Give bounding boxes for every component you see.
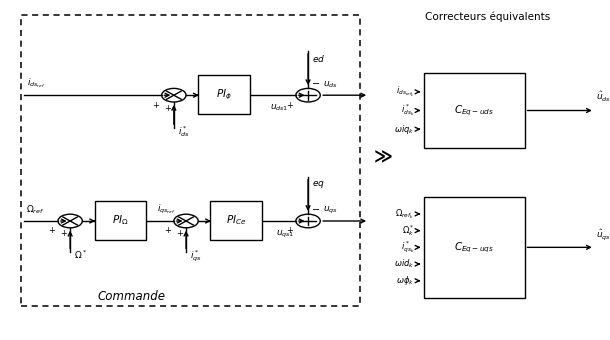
- Bar: [210, 201, 262, 240]
- Text: $\Omega_{ref_k}$: $\Omega_{ref_k}$: [395, 207, 414, 221]
- Text: $\Omega_{ref}$: $\Omega_{ref}$: [26, 203, 45, 216]
- Text: $i^*_{qs_k}$: $i^*_{qs_k}$: [401, 240, 414, 255]
- Text: $i^*_{ds}$: $i^*_{ds}$: [178, 124, 190, 139]
- Text: $\omega \phi_k$: $\omega \phi_k$: [396, 274, 414, 287]
- Text: $u_{qs1}$: $u_{qs1}$: [276, 228, 295, 240]
- Bar: [424, 197, 525, 298]
- Text: +: +: [152, 101, 159, 109]
- Text: $u_{ds1}$: $u_{ds1}$: [270, 103, 289, 113]
- Text: +: +: [286, 226, 293, 235]
- Text: $PI_{\Omega}$: $PI_{\Omega}$: [112, 213, 129, 227]
- Text: Commande: Commande: [97, 290, 165, 303]
- Text: $-$: $-$: [311, 77, 320, 87]
- Text: +: +: [176, 230, 183, 238]
- Bar: [95, 201, 146, 240]
- Text: $\hat{u}_{qs_k}$: $\hat{u}_{qs_k}$: [596, 227, 610, 242]
- Text: +: +: [286, 101, 293, 109]
- Text: $i_{ds_{ref_k}}$: $i_{ds_{ref_k}}$: [396, 85, 414, 99]
- Text: Correcteurs équivalents: Correcteurs équivalents: [425, 12, 551, 22]
- Text: $i_{qs_{ref}}$: $i_{qs_{ref}}$: [157, 203, 176, 216]
- Text: $u_{qs}$: $u_{qs}$: [323, 205, 338, 216]
- Text: $i_{ds_{ref}}$: $i_{ds_{ref}}$: [27, 76, 46, 90]
- Text: $\hat{u}_{ds_k}$: $\hat{u}_{ds_k}$: [596, 90, 610, 105]
- Text: $ed$: $ed$: [312, 53, 325, 64]
- Bar: [424, 73, 525, 148]
- Text: $\Omega^*$: $\Omega^*$: [74, 248, 88, 260]
- Text: $\Omega^*_k$: $\Omega^*_k$: [402, 223, 414, 238]
- Text: +: +: [48, 226, 55, 235]
- Text: $-$: $-$: [311, 203, 320, 212]
- Bar: [21, 15, 360, 306]
- Text: $C_{Eq-uqs}$: $C_{Eq-uqs}$: [454, 240, 494, 255]
- Text: +: +: [60, 230, 67, 238]
- Text: $PI_{Ce}$: $PI_{Ce}$: [226, 213, 246, 227]
- Text: +: +: [164, 226, 171, 235]
- Text: $eq$: $eq$: [312, 178, 325, 189]
- Text: $u_{ds}$: $u_{ds}$: [323, 80, 338, 90]
- Text: +: +: [164, 104, 171, 113]
- Text: $\boldsymbol{\gg}$: $\boldsymbol{\gg}$: [370, 149, 393, 167]
- Text: $\omega iq_k$: $\omega iq_k$: [394, 123, 414, 136]
- Text: $i^*_{ds_k}$: $i^*_{ds_k}$: [401, 103, 414, 118]
- Text: $\omega id_k$: $\omega id_k$: [394, 258, 414, 270]
- Text: $PI_{\phi}$: $PI_{\phi}$: [216, 87, 232, 102]
- Bar: [198, 75, 250, 114]
- Text: $i^*_{qs}$: $i^*_{qs}$: [190, 248, 202, 264]
- Text: $C_{Eq-uds}$: $C_{Eq-uds}$: [454, 103, 494, 118]
